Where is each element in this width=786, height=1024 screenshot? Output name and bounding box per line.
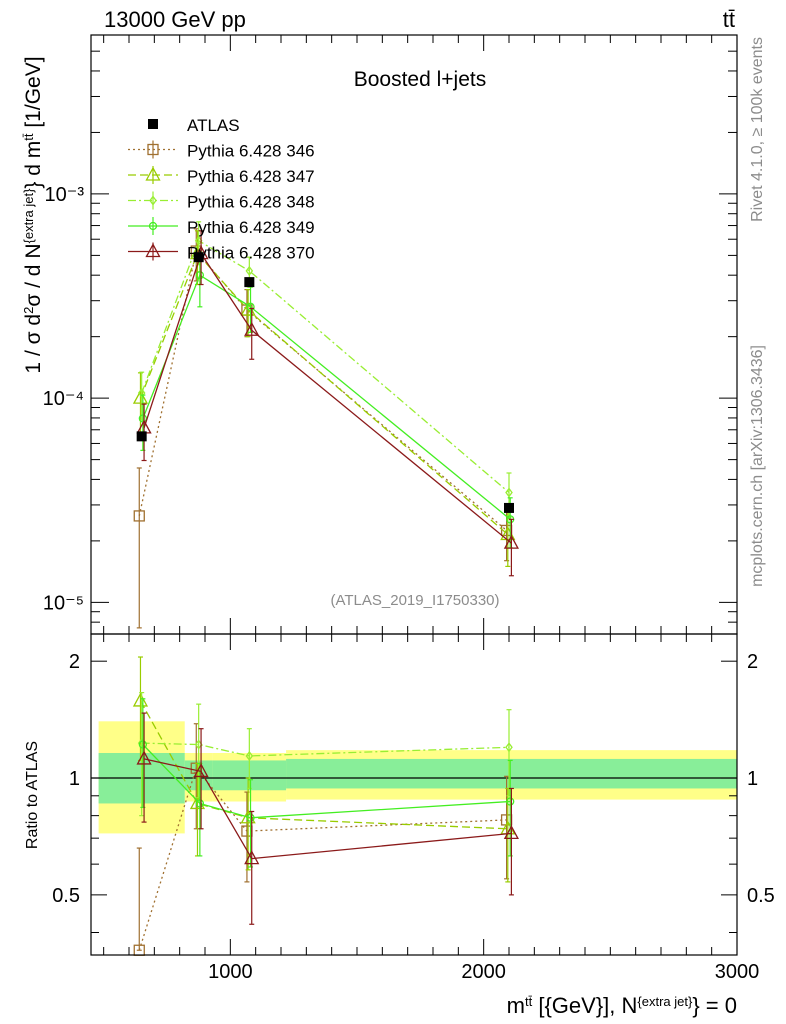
ratio-point [195, 799, 205, 808]
analysis-id: (ATLAS_2019_I1750330) [330, 592, 499, 609]
ratio-y-axis-label: Ratio to ATLAS [24, 741, 41, 849]
legend-label: Pythia 6.428 347 [187, 167, 315, 186]
main-y-axis-label: 1 / σ d2σ / d N{extra jet}} d mtt̄ [1/Ge… [21, 56, 46, 373]
legend-label: Pythia 6.428 348 [187, 193, 315, 212]
ratio-frame [90, 633, 738, 956]
legend-marker [145, 166, 161, 181]
legend-label: Pythia 6.428 370 [187, 244, 315, 263]
series-line [142, 274, 511, 520]
series-line [138, 249, 508, 531]
legend-label: Pythia 6.428 346 [187, 142, 315, 161]
header-right: tt̄ [723, 7, 735, 32]
data-point [133, 510, 145, 522]
data-point [137, 387, 146, 399]
main-y-tick-label: 10⁻⁴ [43, 388, 84, 410]
ratio-point [506, 797, 515, 806]
data-point [503, 534, 519, 549]
side-text-top: Rivet 4.1.0, ≥ 100k events [749, 37, 766, 222]
ratio-series-line [143, 758, 512, 860]
series-line [143, 252, 512, 544]
atlas-data-point [136, 431, 147, 442]
legend-marker-atlas [148, 119, 158, 129]
x-axis-label: mtt̄ [{GeV}], N{extra jet}} = 0 [507, 993, 737, 1018]
ratio-point [503, 825, 519, 840]
ratio-y-tick-label-right: 2 [747, 651, 758, 673]
ratio-series-line [141, 742, 510, 757]
ratio-point [505, 742, 513, 753]
legend: ATLAS Pythia 6.428 346 Pythia 6.428 347 Pyt… [128, 116, 315, 263]
data-point [245, 265, 254, 276]
main-y-tick-label: 10⁻³ [45, 184, 85, 206]
ratio-band-inner [286, 758, 737, 789]
ratio-point [132, 692, 149, 707]
legend-label: Pythia 6.428 349 [187, 218, 315, 237]
x-tick-label: 3000 [715, 961, 760, 983]
header-left: 13000 GeV pp [104, 7, 246, 32]
main-y-tick-label: 10⁻⁵ [43, 592, 84, 614]
atlas-data-point [244, 277, 255, 288]
ratio-point [136, 750, 152, 765]
ratio-series-line [142, 744, 511, 819]
data-point [246, 302, 255, 311]
ratio-uncertainty-bands [91, 721, 737, 834]
data-point [244, 321, 260, 336]
legend-marker [148, 221, 158, 231]
ratio-point [193, 763, 209, 778]
ratio-point [245, 750, 254, 762]
ratio-point [138, 740, 148, 749]
x-tick-label: 1000 [208, 961, 253, 983]
atlas-data-point [193, 252, 204, 263]
ratio-series-line [138, 766, 507, 951]
legend-marker [149, 195, 157, 206]
chart-title: Boosted l+jets [354, 68, 487, 91]
legend-marker [145, 243, 161, 258]
atlas-data-point [504, 502, 514, 513]
data-point [195, 271, 205, 280]
legend-label-atlas: ATLAS [187, 116, 240, 135]
ratio-point [244, 850, 260, 865]
side-text-bottom: mcplots.cern.ch [arXiv:1306.3436] [749, 345, 766, 587]
ratio-y-tick-label-right: 0.5 [747, 885, 775, 907]
axes: 1000 2000 3000 10⁻⁵ 10⁻⁴ 10⁻³ 0.5 0.5 1 1 2 2 [43, 34, 775, 983]
ratio-y-tick-label: 0.5 [52, 885, 80, 907]
ratio-point [246, 813, 255, 822]
series-line [141, 239, 510, 494]
ratio-y-tick-label: 1 [69, 768, 80, 790]
main-series-group [132, 221, 519, 629]
data-point [132, 389, 149, 404]
ratio-series-group [132, 656, 519, 956]
ratio-y-tick-label: 2 [69, 651, 80, 673]
x-tick-label: 2000 [461, 961, 506, 983]
legend-marker [147, 143, 159, 156]
data-point [505, 487, 513, 498]
series-line [139, 252, 509, 535]
ratio-y-tick-label-right: 1 [747, 768, 758, 790]
